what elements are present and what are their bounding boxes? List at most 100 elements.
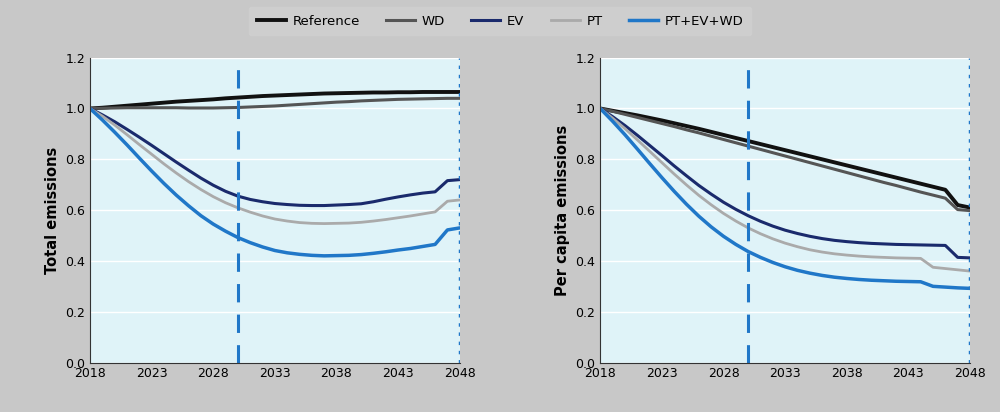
- WD: [656, 121, 668, 126]
- PT+EV+WD: [754, 255, 766, 260]
- PT: [232, 205, 244, 210]
- Reference: [631, 113, 643, 118]
- PT+EV+WD: [281, 250, 293, 255]
- Reference: [718, 132, 730, 137]
- WD: [380, 97, 392, 102]
- Reference: [84, 106, 96, 111]
- PT+EV+WD: [804, 271, 816, 276]
- PT+EV+WD: [158, 181, 170, 186]
- PT+EV+WD: [939, 285, 951, 290]
- PT: [306, 221, 318, 226]
- EV: [133, 135, 145, 140]
- WD: [306, 101, 318, 106]
- WD: [668, 124, 680, 129]
- Reference: [318, 91, 330, 96]
- Reference: [367, 90, 379, 95]
- PT: [767, 236, 779, 241]
- PT+EV+WD: [404, 246, 416, 251]
- WD: [754, 147, 766, 152]
- EV: [742, 213, 754, 218]
- WD: [865, 177, 877, 182]
- Reference: [294, 92, 306, 97]
- WD: [232, 105, 244, 110]
- Reference: [121, 103, 133, 108]
- Reference: [828, 160, 840, 165]
- PT+EV+WD: [718, 234, 730, 239]
- WD: [330, 100, 342, 105]
- Reference: [392, 90, 404, 95]
- EV: [594, 106, 606, 111]
- PT: [841, 253, 853, 258]
- Line: Reference: Reference: [600, 108, 970, 208]
- Line: WD: WD: [600, 108, 970, 211]
- WD: [890, 183, 902, 188]
- Reference: [890, 175, 902, 180]
- WD: [742, 144, 754, 149]
- PT+EV+WD: [232, 235, 244, 240]
- PT: [133, 142, 145, 147]
- EV: [681, 173, 693, 178]
- EV: [269, 201, 281, 206]
- PT+EV+WD: [429, 242, 441, 247]
- EV: [417, 191, 429, 196]
- Reference: [417, 89, 429, 94]
- Reference: [207, 97, 219, 102]
- WD: [779, 154, 791, 159]
- EV: [927, 243, 939, 248]
- Reference: [404, 90, 416, 95]
- PT+EV+WD: [343, 253, 355, 258]
- PT+EV+WD: [207, 222, 219, 227]
- PT+EV+WD: [631, 146, 643, 151]
- PT+EV+WD: [902, 279, 914, 284]
- Reference: [865, 169, 877, 174]
- EV: [878, 241, 890, 246]
- PT: [902, 256, 914, 261]
- WD: [939, 196, 951, 201]
- PT+EV+WD: [367, 251, 379, 256]
- PT: [355, 220, 367, 225]
- WD: [915, 190, 927, 194]
- PT: [380, 217, 392, 222]
- PT+EV+WD: [380, 249, 392, 254]
- PT+EV+WD: [841, 276, 853, 281]
- PT+EV+WD: [681, 202, 693, 207]
- WD: [146, 105, 158, 110]
- EV: [791, 231, 803, 236]
- WD: [619, 112, 631, 117]
- PT: [952, 267, 964, 272]
- Y-axis label: Per capita emissions: Per capita emissions: [555, 124, 570, 296]
- PT+EV+WD: [183, 204, 195, 208]
- EV: [158, 151, 170, 156]
- EV: [195, 176, 207, 180]
- Line: Reference: Reference: [90, 92, 460, 108]
- WD: [269, 103, 281, 108]
- PT+EV+WD: [644, 161, 656, 166]
- WD: [730, 140, 742, 145]
- PT: [318, 221, 330, 226]
- PT: [183, 179, 195, 184]
- PT+EV+WD: [668, 189, 680, 194]
- EV: [841, 239, 853, 244]
- EV: [952, 255, 964, 260]
- PT: [96, 114, 108, 119]
- PT+EV+WD: [828, 275, 840, 280]
- PT: [927, 265, 939, 270]
- Reference: [927, 184, 939, 189]
- EV: [343, 202, 355, 207]
- PT: [121, 132, 133, 137]
- EV: [220, 189, 232, 194]
- PT+EV+WD: [865, 278, 877, 283]
- WD: [791, 157, 803, 162]
- EV: [816, 236, 828, 241]
- EV: [902, 242, 914, 247]
- PT: [195, 187, 207, 192]
- Reference: [220, 96, 232, 101]
- WD: [767, 150, 779, 155]
- PT+EV+WD: [220, 229, 232, 234]
- PT+EV+WD: [952, 286, 964, 290]
- WD: [952, 207, 964, 212]
- EV: [939, 243, 951, 248]
- PT: [404, 213, 416, 218]
- Reference: [269, 93, 281, 98]
- Reference: [656, 118, 668, 123]
